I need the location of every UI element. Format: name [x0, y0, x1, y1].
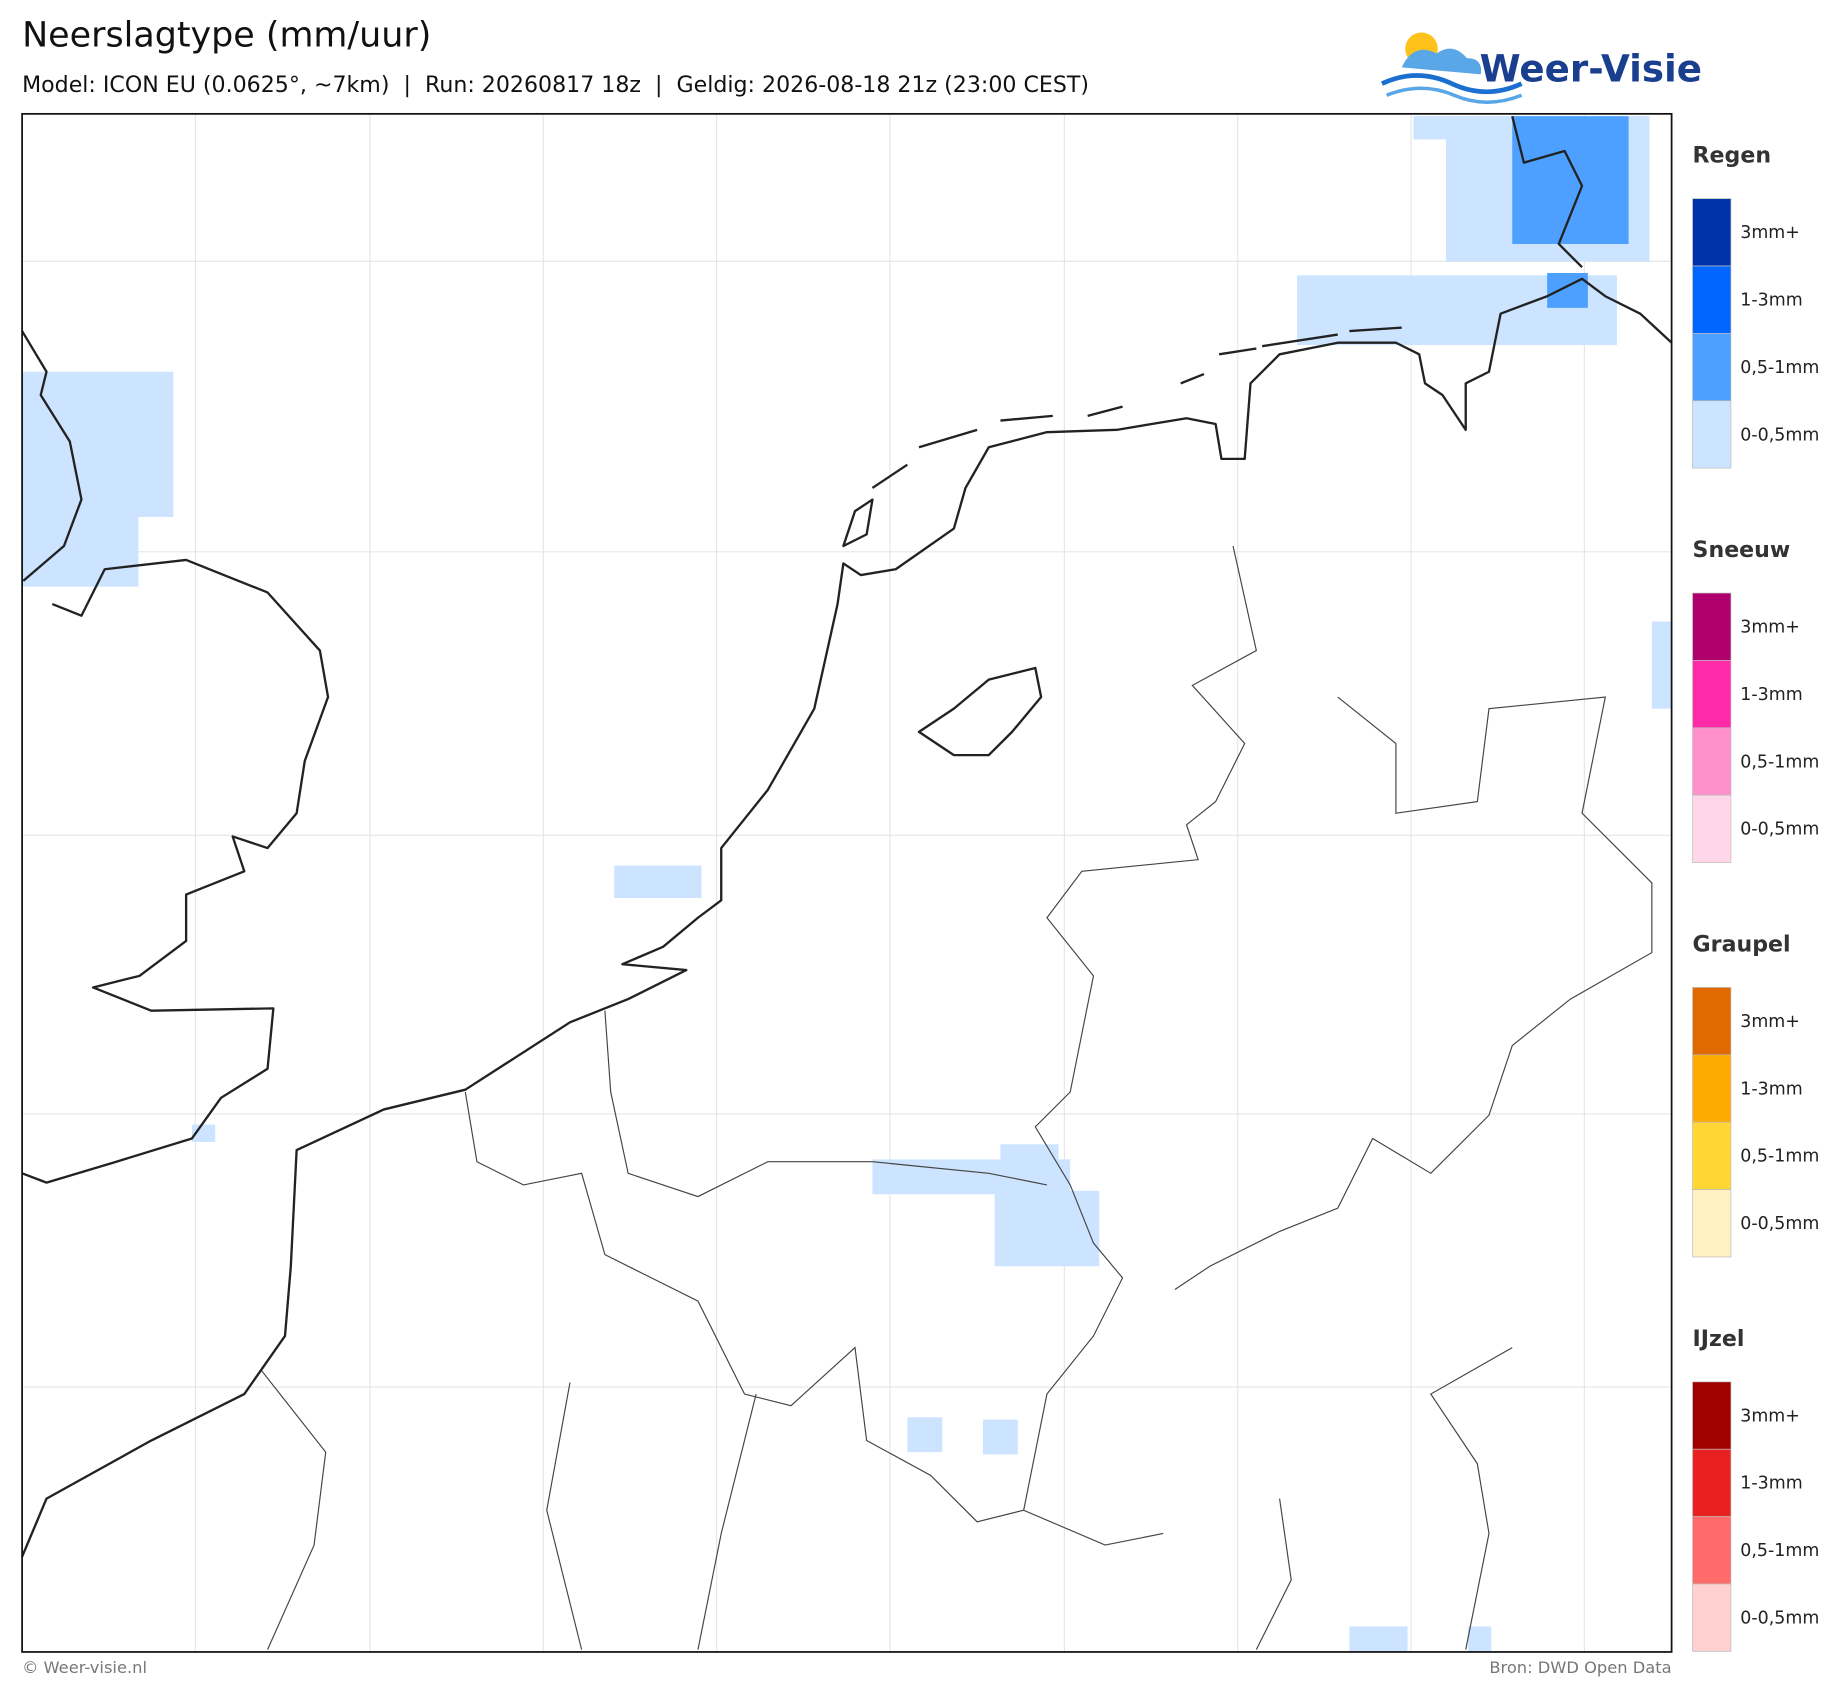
legend-label: 1-3mm — [1740, 1474, 1802, 1494]
borders — [261, 545, 1653, 1650]
legend-label: 0-0,5mm — [1740, 425, 1819, 445]
legend-swatch — [1692, 1054, 1732, 1123]
legend-swatch — [1692, 794, 1732, 863]
legend-swatch — [1692, 198, 1732, 267]
legend-title: Regen — [1693, 144, 1772, 169]
map-frame — [21, 112, 1673, 1653]
legend-swatch — [1692, 1448, 1732, 1517]
legend-swatch — [1692, 1381, 1732, 1450]
graticule — [22, 113, 1672, 1652]
legend-label: 1-3mm — [1740, 1079, 1802, 1099]
legend-label: 3mm+ — [1740, 618, 1800, 638]
legend-swatch — [1692, 727, 1732, 796]
legend-swatch — [1692, 987, 1732, 1056]
precipitation — [22, 116, 1672, 1652]
legend-swatch — [1692, 400, 1732, 469]
legend-swatch — [1692, 1189, 1732, 1258]
legend-label: 0,5-1mm — [1740, 1541, 1819, 1561]
legend-title: IJzel — [1693, 1327, 1745, 1352]
legend-swatch — [1692, 265, 1732, 334]
legend-swatch — [1692, 1121, 1732, 1190]
legend-swatch — [1692, 1583, 1732, 1652]
legend-label: 0,5-1mm — [1740, 752, 1819, 772]
legend-label: 3mm+ — [1740, 1012, 1800, 1032]
legend-label: 0,5-1mm — [1740, 358, 1819, 378]
legend-swatch — [1692, 660, 1732, 729]
map-area — [22, 113, 1672, 1652]
map-title: Neerslagtype (mm/uur) — [22, 15, 431, 55]
map-subtitle: Model: ICON EU (0.0625°, ~7km) | Run: 20… — [22, 73, 1089, 98]
legend-title: Sneeuw — [1693, 538, 1791, 563]
footer-credit: © Weer-visie.nl — [22, 1658, 147, 1677]
legend-label: 0,5-1mm — [1740, 1147, 1819, 1167]
footer-source: Bron: DWD Open Data — [1489, 1658, 1671, 1677]
logo: Weer-Visie — [1380, 32, 1702, 104]
legend-label: 3mm+ — [1740, 1406, 1800, 1426]
legend-swatch — [1692, 1516, 1732, 1585]
legend-label: 0-0,5mm — [1740, 1214, 1819, 1234]
legend-label: 0-0,5mm — [1740, 820, 1819, 840]
coastlines — [21, 115, 1673, 1558]
legend-label: 1-3mm — [1740, 291, 1802, 311]
legend-label: 3mm+ — [1740, 223, 1800, 243]
map — [21, 112, 1673, 1653]
legend-label: 0-0,5mm — [1740, 1609, 1819, 1629]
logo-text: Weer-Visie — [1480, 46, 1702, 90]
legend-title: Graupel — [1693, 932, 1791, 957]
legend-swatch — [1692, 333, 1732, 402]
legend-swatch — [1692, 592, 1732, 661]
legend: Regen 3mm+ 1-3mm 0,5-1mm 0-0,5mm Sneeuw 3mm+ 1-… — [1692, 144, 1819, 1652]
legend-label: 1-3mm — [1740, 685, 1802, 705]
